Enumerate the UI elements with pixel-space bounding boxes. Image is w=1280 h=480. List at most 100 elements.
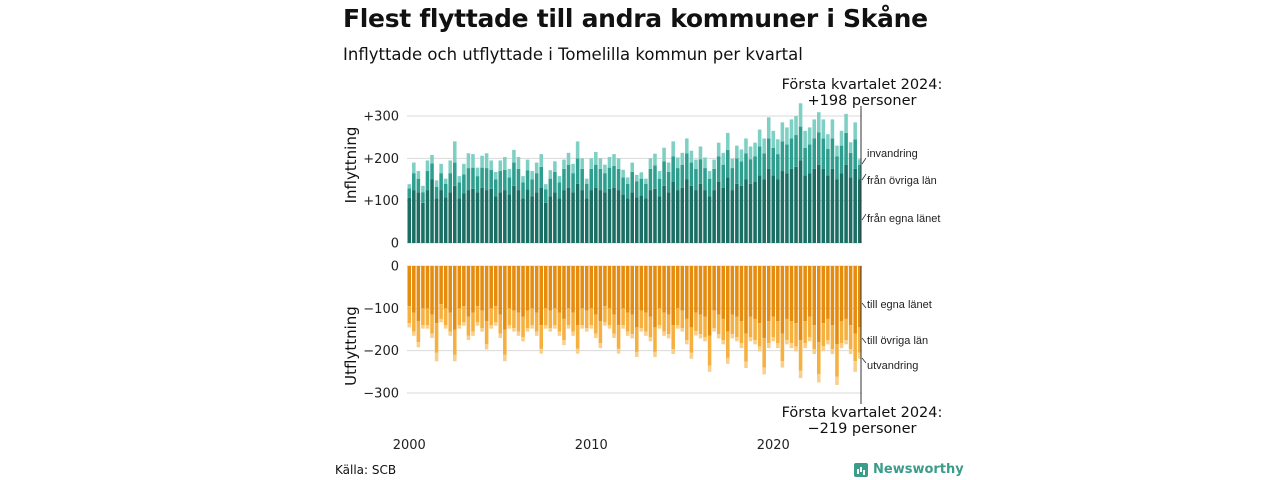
bar-out-0 [416, 266, 421, 322]
bar-in-2 [648, 158, 653, 169]
bar-in-0 [685, 179, 689, 243]
bar-out-0 [753, 266, 757, 319]
bar-out-0 [666, 266, 671, 315]
bar-in-0 [721, 187, 725, 243]
series-label-in: invandring [867, 148, 918, 160]
bar-in-1 [525, 170, 530, 190]
bar-in-2 [443, 178, 448, 184]
bar-out-2 [434, 352, 439, 362]
bar-out-0 [616, 266, 621, 326]
bar-in-2 [466, 153, 471, 169]
bar-in-0 [471, 188, 475, 243]
bar-in-0 [698, 183, 703, 243]
bar-in-0 [584, 198, 589, 243]
bar-out-2 [716, 334, 721, 339]
bar-in-1 [434, 186, 439, 199]
bar-out-2 [798, 370, 803, 379]
bar-in-1 [812, 138, 816, 169]
bar-out-1 [462, 306, 466, 323]
bar-in-1 [507, 177, 512, 195]
bar-out-2 [407, 323, 412, 328]
bar-out-2 [657, 325, 662, 329]
bar-out-1 [753, 318, 757, 341]
series-connector [861, 173, 867, 181]
bar-in-1 [789, 138, 794, 169]
y-tick-label-top: +200 [363, 152, 399, 167]
bar-in-2 [766, 117, 771, 139]
bar-out-1 [726, 331, 730, 358]
bar-in-2 [807, 127, 812, 145]
bar-in-1 [635, 181, 639, 198]
bar-out-0 [443, 266, 448, 309]
bar-out-0 [612, 266, 616, 315]
bar-out-2 [848, 348, 853, 355]
bar-in-0 [448, 192, 452, 243]
bar-in-2 [548, 170, 553, 179]
bar-in-0 [835, 179, 839, 243]
bar-out-2 [480, 328, 484, 332]
bar-out-1 [771, 316, 776, 338]
bar-in-2 [521, 176, 525, 183]
bar-in-0 [666, 192, 671, 243]
bar-in-1 [776, 154, 780, 180]
bar-out-0 [562, 266, 566, 319]
bar-out-1 [534, 312, 539, 332]
bar-in-1 [821, 138, 826, 169]
bar-in-0 [493, 196, 498, 243]
bar-in-0 [848, 177, 853, 243]
bar-in-1 [443, 183, 448, 198]
bar-out-2 [512, 328, 516, 332]
bar-in-0 [530, 196, 534, 243]
bar-out-1 [857, 327, 862, 353]
bar-out-0 [584, 266, 589, 311]
bar-in-1 [698, 159, 703, 184]
bar-in-1 [530, 179, 534, 197]
bar-in-1 [603, 173, 607, 193]
bar-out-1 [739, 321, 744, 344]
bar-out-2 [789, 343, 794, 349]
bar-in-0 [635, 197, 639, 243]
bar-out-2 [853, 361, 857, 372]
bar-in-2 [407, 184, 412, 189]
bar-in-1 [453, 162, 457, 186]
bar-out-1 [744, 333, 748, 362]
bar-in-0 [489, 188, 493, 243]
bar-in-0 [735, 183, 739, 243]
bar-in-1 [748, 159, 753, 184]
bar-in-1 [493, 179, 498, 197]
bar-in-0 [566, 187, 571, 243]
bar-out-2 [721, 340, 725, 345]
bar-in-1 [498, 171, 503, 193]
bar-in-1 [707, 178, 712, 197]
bar-out-2 [489, 325, 493, 329]
bar-out-2 [571, 331, 575, 336]
bar-in-2 [726, 132, 730, 150]
bar-out-2 [826, 340, 830, 345]
bar-in-0 [821, 168, 826, 243]
bar-out-0 [630, 266, 634, 315]
bar-in-2 [416, 171, 421, 179]
bar-out-1 [730, 314, 735, 335]
bar-in-1 [753, 156, 757, 182]
bar-in-2 [744, 138, 748, 154]
bar-in-0 [739, 185, 744, 243]
bar-in-2 [680, 152, 685, 165]
bar-in-0 [798, 160, 803, 243]
bar-in-1 [716, 156, 721, 182]
series-connector [861, 302, 867, 309]
bar-in-1 [830, 138, 835, 169]
bar-out-0 [644, 266, 648, 313]
bar-in-0 [580, 190, 584, 243]
bar-in-1 [616, 168, 621, 191]
bar-in-1 [425, 171, 430, 191]
bar-out-1 [553, 308, 557, 326]
bar-in-2 [730, 158, 735, 169]
bar-in-0 [703, 190, 707, 243]
bar-in-1 [589, 168, 594, 191]
bar-out-0 [817, 266, 821, 343]
bar-in-2 [430, 154, 434, 164]
bar-out-2 [430, 333, 434, 338]
bar-out-2 [803, 343, 807, 349]
bar-in-1 [430, 163, 434, 180]
bar-out-2 [462, 322, 466, 326]
